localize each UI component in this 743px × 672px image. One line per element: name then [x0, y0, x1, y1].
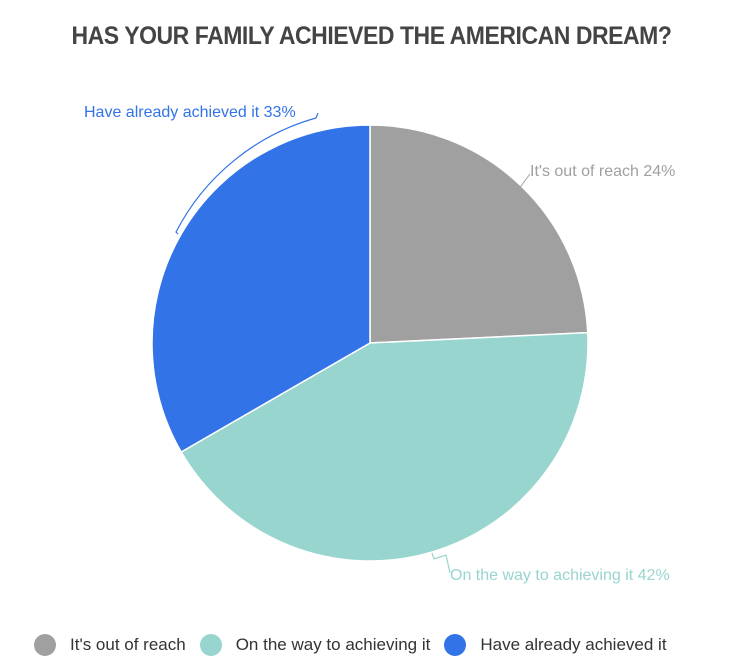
legend-item-achieved[interactable]: Have already achieved it	[444, 634, 667, 656]
slice-achieved[interactable]	[151, 124, 371, 454]
slice-on-the-way[interactable]	[180, 331, 589, 562]
legend-item-on-the-way[interactable]: On the way to achieving it	[199, 634, 431, 656]
slice-out-of-reach[interactable]	[369, 124, 589, 344]
chart-title: HAS YOUR FAMILY ACHIEVED THE AMERICAN DR…	[71, 22, 672, 50]
leader-line-achieved	[175, 112, 319, 235]
leader-line-out-of-reach	[517, 173, 531, 191]
data-label-on-the-way: On the way to achieving it 42%	[450, 567, 670, 584]
legend-dot-icon	[444, 634, 467, 656]
legend-label: Have already achieved it	[480, 635, 667, 654]
data-label-out-of-reach: It's out of reach 24%	[530, 163, 675, 180]
leader-line-on-the-way	[431, 552, 451, 574]
legend: It's out of reach On the way to achievin…	[34, 634, 681, 656]
legend-dot-icon	[199, 634, 222, 656]
data-label-achieved: Have already achieved it 33%	[84, 104, 296, 121]
legend-dot-icon	[34, 634, 56, 656]
legend-label: On the way to achieving it	[235, 635, 431, 654]
pie-slices	[151, 124, 589, 562]
legend-label: It's out of reach	[70, 635, 186, 654]
legend-item-out-of-reach[interactable]: It's out of reach	[34, 634, 186, 656]
